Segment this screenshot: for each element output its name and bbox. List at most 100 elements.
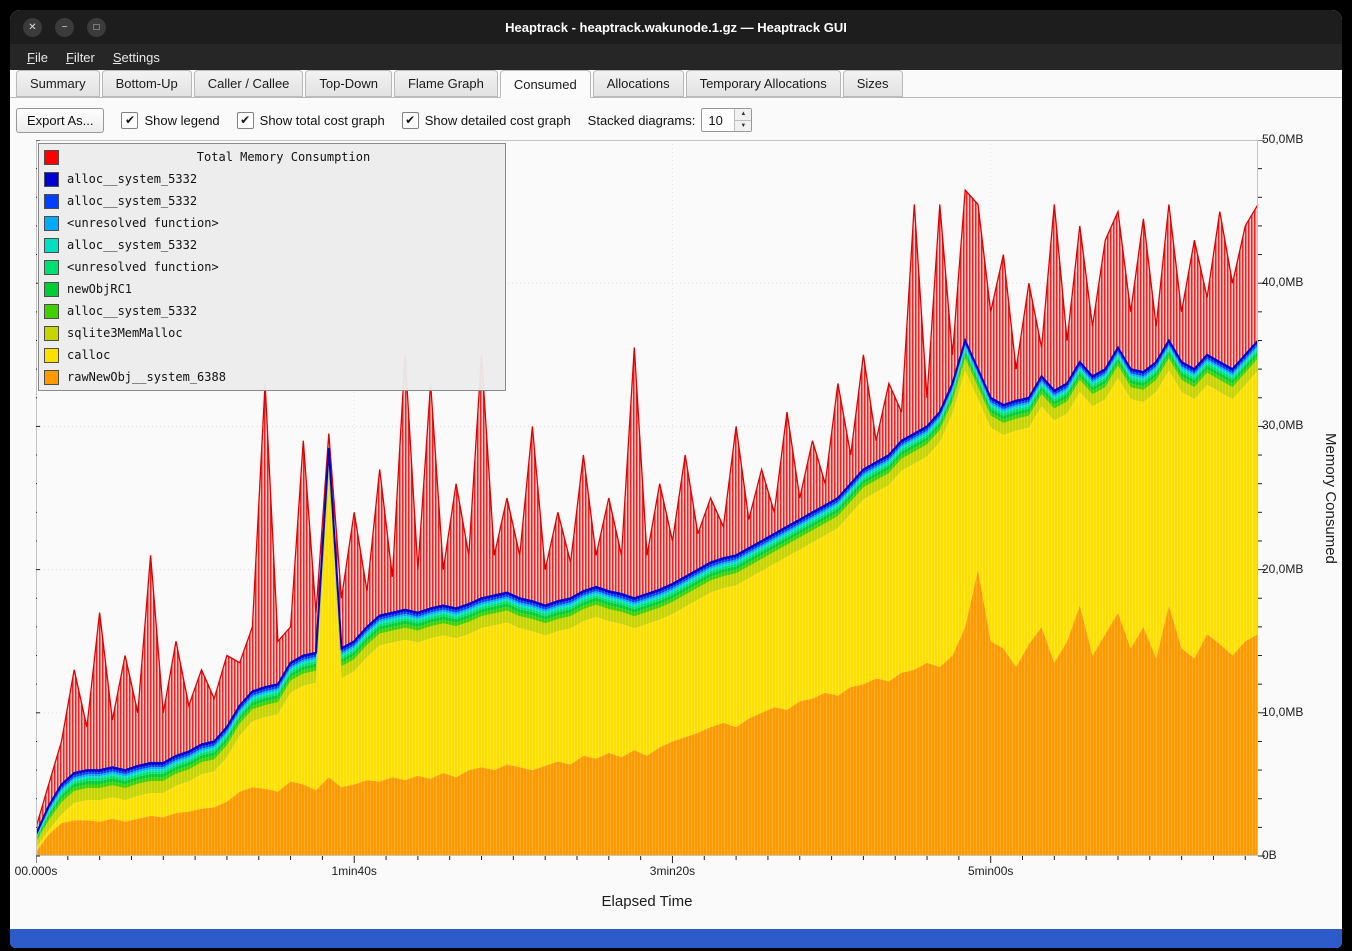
legend-label: alloc__system_5332	[67, 304, 198, 318]
checkbox-label: Show legend	[144, 112, 220, 128]
spin-up-button[interactable]: ▲	[735, 109, 752, 120]
window-title: Heaptrack - heaptrack.wakunode.1.gz — He…	[505, 19, 847, 35]
legend-label: calloc	[67, 348, 111, 362]
timeline-range-bar[interactable]	[10, 929, 1342, 948]
legend-label: rawNewObj__system_6388	[67, 370, 226, 384]
maximize-button[interactable]: □	[87, 17, 106, 37]
stacked-diagrams-value: 10	[708, 112, 723, 128]
legend-swatch	[44, 149, 59, 165]
legend-swatch	[44, 303, 59, 319]
legend-label: <unresolved function>	[67, 260, 219, 274]
checkbox-label: Show total cost graph	[259, 112, 385, 128]
checkbox-group: ✔ Show legend ✔ Show total cost graph ✔ Show …	[121, 111, 571, 129]
legend-row: <unresolved function>	[39, 256, 505, 278]
stack-texture	[36, 340, 1258, 856]
legend-title-row: Total Memory Consumption	[39, 146, 505, 168]
heaptrack-window: ✕ − □ Heaptrack - heaptrack.wakunode.1.g…	[10, 10, 1342, 948]
close-button[interactable]: ✕	[23, 17, 42, 37]
legend-row: calloc	[39, 344, 505, 366]
y-axis-tick-label: 10,0MB	[1262, 704, 1304, 719]
checkbox-box: ✔	[401, 111, 419, 129]
y-axis-tick-label: 20,0MB	[1262, 561, 1304, 576]
y-axis-tick-label: 0B	[1262, 848, 1277, 862]
chart-svg	[35, 139, 1265, 863]
legend-swatch	[44, 347, 59, 363]
tab-consumed[interactable]: Consumed	[499, 70, 591, 98]
legend-swatch	[44, 237, 59, 253]
maximize-icon: □	[93, 21, 100, 33]
check-icon: ✔	[240, 113, 251, 127]
checkbox-label: Show detailed cost graph	[424, 112, 571, 128]
menu-item-file[interactable]: File	[27, 49, 48, 65]
x-axis-tick-label: 00.000s	[14, 864, 58, 878]
memory-consumption-chart[interactable]	[35, 139, 1268, 864]
legend-swatch	[44, 369, 59, 385]
minimize-button[interactable]: −	[55, 17, 74, 37]
legend-swatch	[44, 325, 59, 341]
tab-flame-graph[interactable]: Flame Graph	[393, 70, 498, 97]
minimize-icon: −	[61, 21, 68, 33]
menubar: File Filter Settings	[10, 44, 1342, 70]
chevron-down-icon: ▼	[740, 122, 747, 129]
legend-row: rawNewObj__system_6388	[39, 366, 505, 388]
menu-accelerator: F	[65, 49, 74, 65]
y-axis-tick-label: 30,0MB	[1262, 418, 1304, 433]
checkbox-show-total-cost-graph[interactable]: ✔ Show total cost graph	[236, 111, 385, 129]
toolbar: Export As... ✔ Show legend ✔ Show total cos…	[16, 106, 753, 134]
check-icon: ✔	[405, 113, 416, 127]
legend-row: alloc__system_5332	[39, 190, 505, 212]
legend-row: alloc__system_5332	[39, 300, 505, 322]
tab-caller-callee[interactable]: Caller / Callee	[193, 70, 304, 97]
legend-swatch	[44, 259, 59, 275]
legend-label: newObjRC1	[67, 282, 133, 296]
tab-top-down[interactable]: Top-Down	[305, 70, 392, 97]
legend-row: sqlite3MemMalloc	[39, 322, 505, 344]
stacked-diagrams-spinbox[interactable]: 10 ▲ ▼	[701, 108, 753, 132]
spin-down-button[interactable]: ▼	[735, 119, 752, 131]
legend-row: <unresolved function>	[39, 212, 505, 234]
legend-swatch	[44, 281, 59, 297]
tab-summary[interactable]: Summary	[16, 70, 100, 97]
legend-row: alloc__system_5332	[39, 168, 505, 190]
tab-allocations[interactable]: Allocations	[592, 70, 684, 97]
legend-label: alloc__system_5332	[67, 172, 198, 186]
tab-sizes[interactable]: Sizes	[842, 70, 903, 97]
checkbox-box: ✔	[236, 111, 254, 129]
menu-item-filter[interactable]: Filter	[65, 49, 95, 65]
legend-label: <unresolved function>	[67, 216, 219, 230]
x-axis-tick-label: 5min00s	[968, 864, 1014, 878]
y-axis-title: Memory Consumed	[1322, 432, 1339, 564]
export-as-button[interactable]: Export As...	[16, 107, 105, 133]
legend-label: alloc__system_5332	[67, 238, 198, 252]
x-axis-tick-label: 3min20s	[649, 864, 696, 878]
legend-swatch	[44, 193, 59, 209]
check-icon: ✔	[124, 113, 136, 127]
tab-bottom-up[interactable]: Bottom-Up	[101, 70, 192, 97]
chevron-up-icon: ▲	[740, 111, 747, 118]
legend-label: sqlite3MemMalloc	[67, 326, 183, 340]
checkbox-show-detailed-cost-graph[interactable]: ✔ Show detailed cost graph	[401, 111, 571, 129]
tab-temporary-allocations[interactable]: Temporary Allocations	[685, 70, 841, 97]
menu-accelerator: F	[27, 49, 35, 65]
y-axis-tick-label: 40,0MB	[1262, 275, 1304, 290]
checkbox-show-legend[interactable]: ✔ Show legend	[121, 111, 220, 129]
checkbox-box: ✔	[121, 111, 139, 129]
menu-accelerator: S	[112, 49, 122, 65]
stack-top-line	[35, 337, 1259, 835]
stacked-diagrams-control: Stacked diagrams: 10 ▲ ▼	[588, 108, 753, 132]
chart-legend: Total Memory Consumption alloc__system_53…	[38, 143, 506, 391]
menu-item-settings[interactable]: Settings	[112, 49, 160, 65]
close-icon: ✕	[28, 21, 37, 33]
x-axis-tick-label: 1min40s	[331, 864, 377, 878]
stacked-diagrams-label: Stacked diagrams:	[587, 112, 696, 128]
y-axis-tick-label: 50,0MB	[1262, 132, 1304, 146]
titlebar: ✕ − □ Heaptrack - heaptrack.wakunode.1.g…	[10, 10, 1342, 44]
legend-row: newObjRC1	[39, 278, 505, 300]
legend-row: alloc__system_5332	[39, 234, 505, 256]
x-axis-title: Elapsed Time	[601, 893, 693, 910]
legend-swatch	[44, 171, 59, 187]
legend-label: alloc__system_5332	[67, 194, 198, 208]
legend-title: Total Memory Consumption	[196, 150, 371, 164]
tab-bar: Summary Bottom-Up Caller / Callee Top-Down F…	[10, 70, 1342, 98]
legend-swatch	[44, 215, 59, 231]
